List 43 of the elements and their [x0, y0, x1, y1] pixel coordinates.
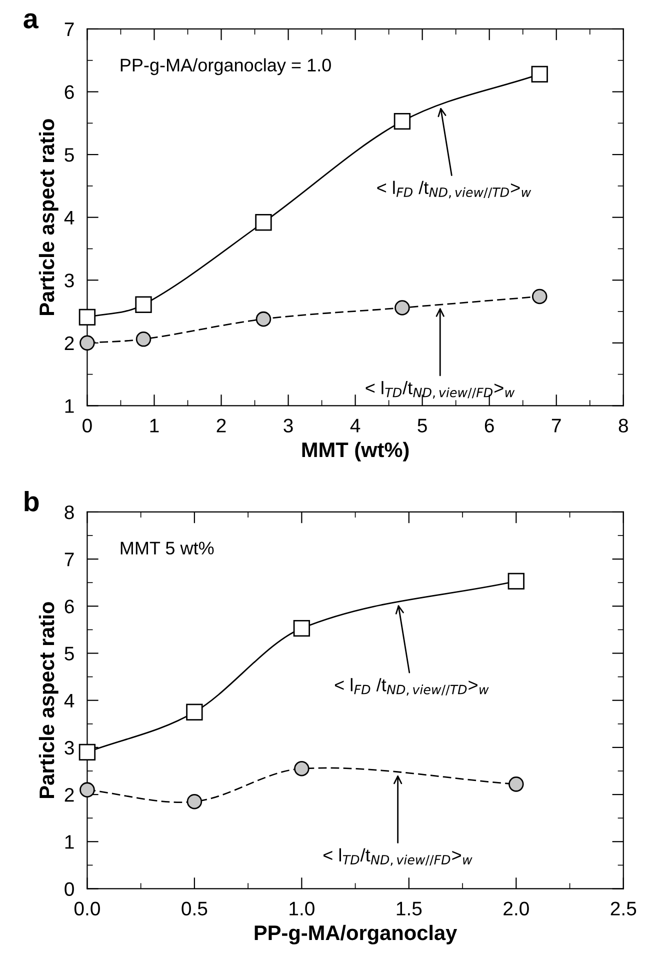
chart-title: a: [24, 13, 38, 28]
chart-title: b: [24, 491, 39, 512]
y-tick-label: 1: [65, 835, 74, 849]
x-tick-label: 6: [484, 418, 494, 433]
x-tick-label: 1.0: [290, 902, 314, 916]
text: < l$_{FD}$ /t$_{ND,view//TD}$>$_{w}$: [334, 678, 489, 696]
x-tick-label: 8: [618, 418, 628, 433]
annotation: MMT 5 wt%: [120, 542, 214, 554]
x-tick-label: 2.0: [504, 902, 529, 916]
text: < l$_{TD}$/t$_{ND,view//FD}$>$_{w}$: [366, 381, 515, 399]
x-tick-label: 2.5: [610, 902, 636, 916]
y-axis-title: Particle aspect ratio: [38, 602, 58, 798]
y-tick-label: 3: [64, 740, 74, 755]
y-tick-label: 5: [64, 148, 74, 162]
y-tick-label: 0: [64, 882, 74, 896]
x-tick-label: 7: [552, 418, 561, 432]
y-tick-label: 4: [64, 694, 74, 708]
x-tick-label: 0.0: [74, 902, 100, 916]
x-tick-label: 3: [284, 418, 293, 433]
y-tick-label: 4: [64, 211, 74, 224]
x-tick-label: 4: [350, 418, 360, 432]
annotation: PP-g-MA/organoclay = 1.0: [120, 58, 331, 76]
y-tick-label: 5: [64, 646, 74, 660]
x-tick-label: 2: [216, 418, 226, 432]
x-axis-title: MMT (wt%): [302, 442, 409, 462]
y-tick-label: 7: [64, 22, 74, 36]
y-tick-label: 2: [64, 336, 74, 350]
x-tick-label: 0: [82, 418, 92, 433]
y-tick-label: 6: [64, 600, 74, 614]
y-tick-label: 3: [64, 274, 74, 288]
y-tick-label: 6: [64, 85, 74, 100]
y-axis-title: Particle aspect ratio: [38, 119, 58, 315]
y-tick-label: 7: [64, 552, 74, 566]
text: < l$_{TD}$/t$_{ND,view//FD}$>$_{w}$: [324, 848, 472, 866]
y-tick-label: 2: [64, 788, 74, 802]
x-axis-title: PP-g-MA/organoclay: [254, 924, 458, 944]
x-tick-label: 1: [150, 418, 159, 432]
y-tick-label: 8: [64, 505, 74, 520]
x-tick-label: 0.5: [182, 902, 208, 916]
x-tick-label: 1.5: [396, 902, 422, 916]
text: < l$_{FD}$ /t$_{ND,view//TD}$>$_{w}$: [377, 180, 532, 198]
y-tick-label: 1: [65, 399, 74, 413]
x-tick-label: 5: [418, 418, 427, 433]
